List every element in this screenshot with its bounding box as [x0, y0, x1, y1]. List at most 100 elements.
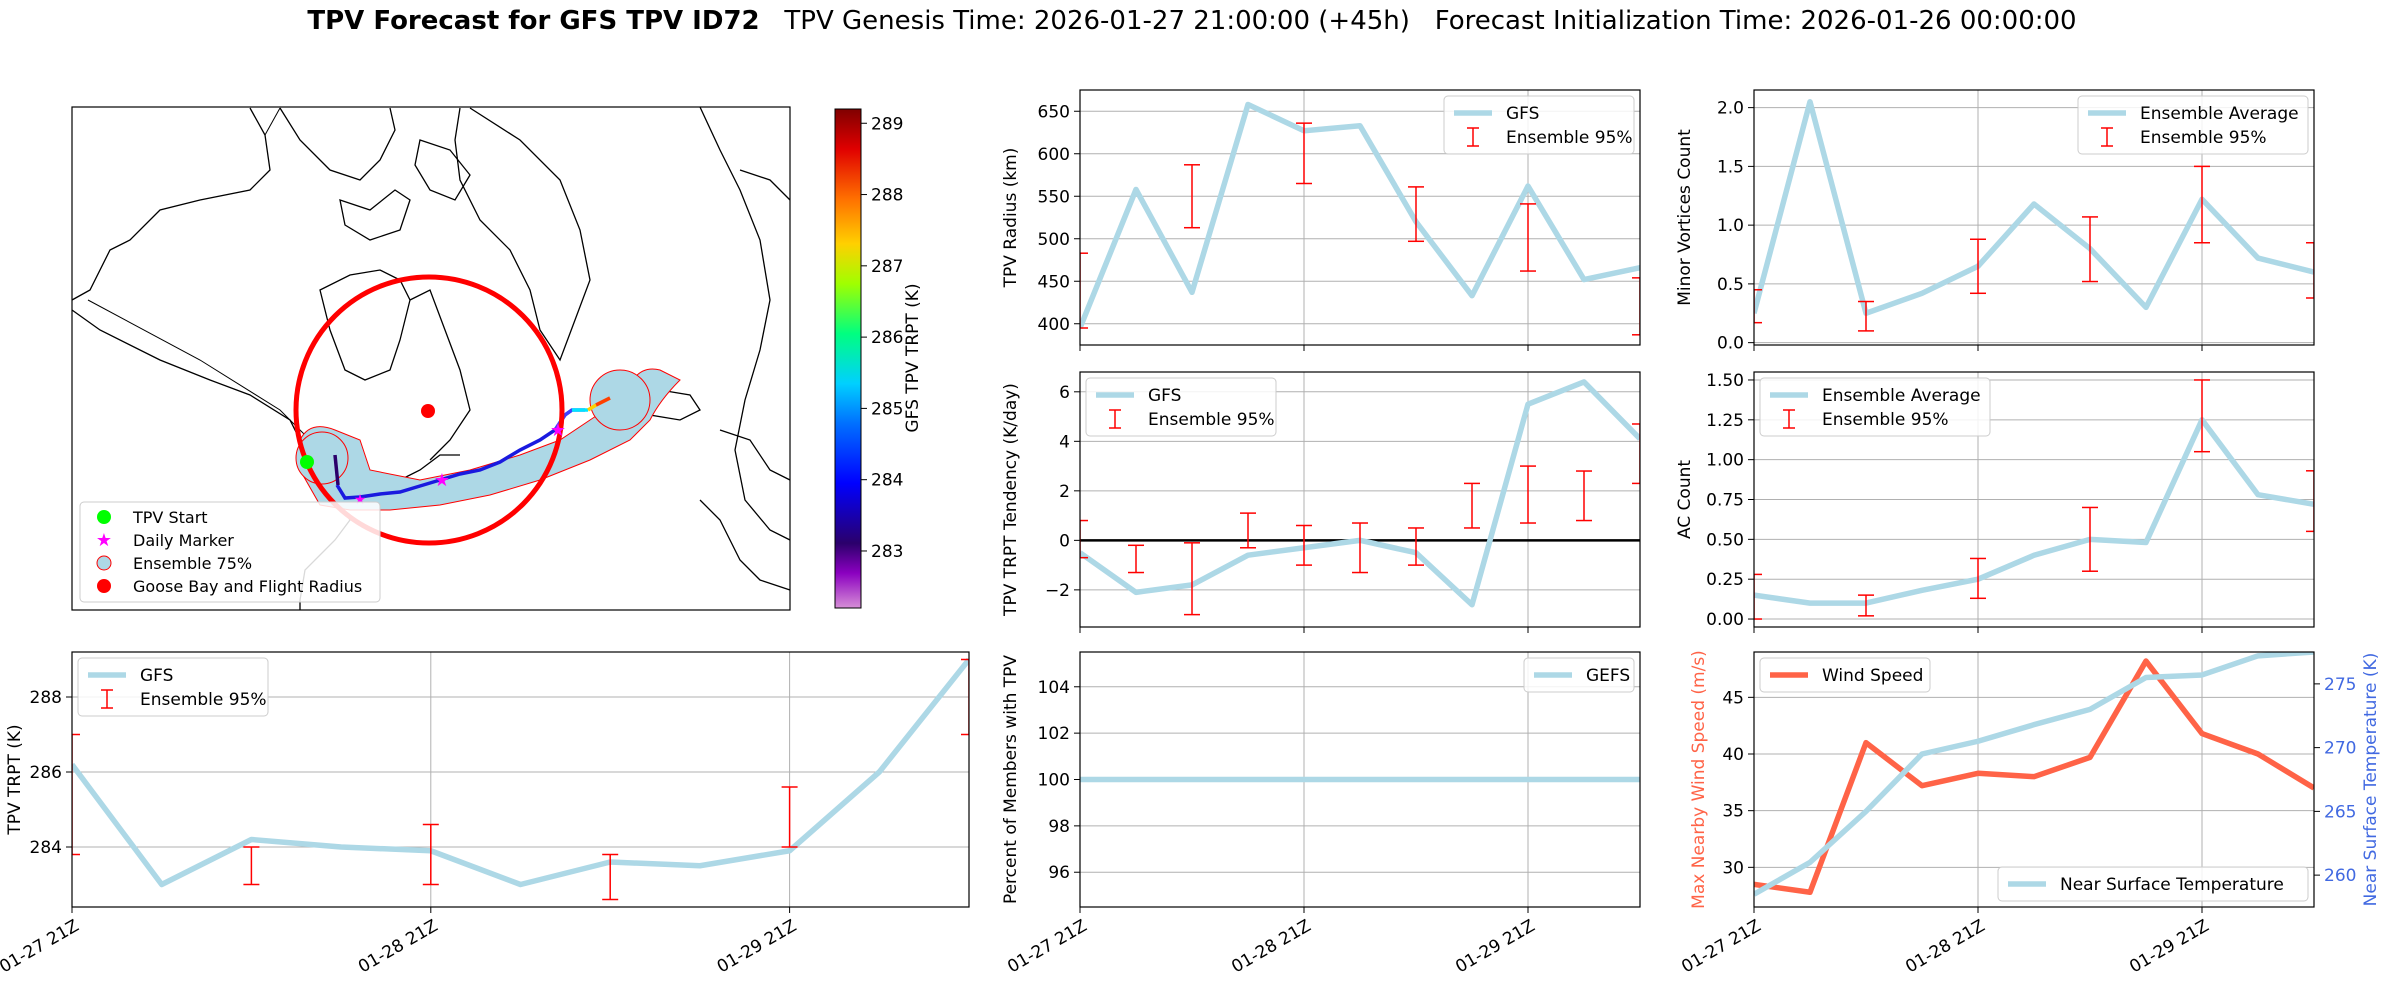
y-axis-label: TPV TRPT Tendency (K/day) [1001, 383, 1021, 617]
errorbar [2194, 379, 2210, 453]
map-legend-entry: Ensemble 75% [133, 554, 252, 573]
series-line-ensemble-average [1754, 99, 2314, 317]
errorbar [1858, 300, 1874, 332]
map-legend-entry: Goose Bay and Flight Radius [133, 577, 362, 596]
series-line-gfs [1080, 101, 1640, 330]
x-tick-label: 01-29 21Z [1452, 916, 1538, 977]
errorbar [2082, 216, 2098, 283]
colorbar-tick-label: 287 [871, 257, 903, 277]
y-tick-label: 500 [1038, 230, 1070, 250]
legend-entry: Ensemble Average [2140, 104, 2299, 124]
y-tick-label: 284 [30, 838, 62, 858]
y-right-tick-label: 260 [2324, 866, 2356, 886]
goose-bay-marker [421, 404, 435, 418]
y-tick-label: 650 [1038, 102, 1070, 122]
y-tick-label: 600 [1038, 145, 1070, 165]
legend-entry: Ensemble 95% [1506, 128, 1633, 148]
axes-frame [71, 651, 970, 908]
legend-entry: Near Surface Temperature [2060, 875, 2284, 895]
errorbar [1352, 522, 1368, 574]
x-tick-label: 01-27 21Z [1004, 916, 1090, 977]
legend-entry: GEFS [1586, 666, 1630, 686]
errorbar [72, 733, 80, 856]
errorbar [1128, 544, 1144, 574]
colorbar-tick-label: 289 [871, 114, 903, 134]
y-tick-label: 0.75 [1706, 491, 1744, 511]
legend-frame [1997, 866, 2309, 902]
y-axis-label: Minor Vortices Count [1675, 129, 1695, 306]
axes-frame [1079, 371, 1641, 628]
errorbar [961, 658, 969, 736]
errorbar [1184, 164, 1200, 229]
map-legend-entry: Daily Marker [133, 531, 234, 550]
errorbar [1970, 557, 1986, 600]
y-tick-label: 0 [1059, 531, 1070, 551]
tpv-start-marker [300, 455, 314, 469]
errorbar [2306, 470, 2314, 533]
legend-frame [1759, 377, 1991, 437]
y-tick-label: 286 [30, 763, 62, 783]
y-tick-label: 104 [1038, 678, 1070, 698]
errorbar [1296, 122, 1312, 185]
errorbar [243, 846, 260, 886]
errorbar [1080, 252, 1088, 329]
chart-panel-tendency: −2 0 2 4 6 TPV TRPT Tendency (K/day) GFS Ensemb… [1001, 371, 1641, 633]
legend-entry: Ensemble Average [1822, 386, 1981, 406]
x-tick-label: 01-28 21Z [355, 916, 441, 977]
legend-frame [2077, 95, 2309, 155]
y-axis-label: TPV Radius (km) [1001, 148, 1021, 289]
legend-entry: GFS [1506, 104, 1539, 124]
errorbar [602, 853, 619, 901]
x-tick-label: 01-27 21Z [1678, 916, 1764, 977]
y-tick-label: 35 [1722, 802, 1744, 822]
axes-frame [1753, 89, 2315, 346]
series-line-gfs [72, 657, 969, 888]
y-right-tick-label: 265 [2324, 802, 2356, 822]
errorbar [1520, 465, 1536, 524]
errorbar [1184, 542, 1200, 616]
legend: GFS Ensemble 95% [1443, 95, 1635, 155]
errorbar [2082, 506, 2098, 572]
errorbar [2194, 165, 2210, 244]
chart-panel-trpt: 284 286 288 01-27 21Z 01-28 21Z 01-29 21Z TPV … [0, 651, 970, 977]
y-tick-label: 45 [1722, 688, 1744, 708]
y-tick-label: 550 [1038, 187, 1070, 207]
legend-entry: Ensemble 95% [140, 690, 267, 710]
y-tick-label: 2 [1059, 482, 1070, 502]
y-tick-label: 4 [1059, 432, 1070, 452]
errorbar [1296, 524, 1312, 566]
legend: Ensemble Average Ensemble 95% [1759, 377, 1991, 437]
chart-panel-ac: 0.00 0.25 0.50 0.75 1.00 1.25 1.50 AC Count Ense… [1675, 371, 2315, 633]
axes-frame [1079, 89, 1641, 346]
y-tick-label: 400 [1038, 315, 1070, 335]
errorbar [1576, 470, 1592, 522]
errorbar [1858, 594, 1874, 617]
errorbar [1240, 512, 1256, 549]
errorbar [1080, 519, 1088, 559]
title-bold: TPV Forecast for GFS TPV ID72 [307, 6, 760, 36]
chart-panel-minor: 0.0 0.5 1.0 1.5 2.0 Minor Vortices Count Ensem… [1675, 89, 2315, 354]
legend: Near Surface Temperature [1997, 866, 2309, 902]
legend-entry: Wind Speed [1822, 666, 1923, 686]
y-tick-label: 100 [1038, 771, 1070, 791]
y-tick-label: 0.00 [1706, 610, 1744, 630]
x-tick-label: 01-29 21Z [2126, 916, 2212, 977]
axes-frame [1753, 371, 2315, 628]
errorbar [781, 786, 798, 848]
legend-frame [1759, 657, 1931, 693]
chart-panel-radius: 400 450 500 550 600 650 TPV Radius (km) GFS Ense… [1001, 89, 1641, 351]
y-tick-label: 96 [1048, 863, 1070, 883]
axes-frame [1079, 651, 1641, 908]
map-legend-entry: TPV Start [132, 508, 208, 527]
y-right-tick-label: 275 [2324, 675, 2356, 695]
y-axis-label: TPV TRPT (K) [5, 724, 25, 835]
colorbar-tick-label: 285 [871, 399, 903, 419]
daily-marker: ★ [434, 470, 450, 491]
series-line-near-surface-temperature [1754, 652, 2314, 897]
legend-entry: GFS [140, 666, 173, 686]
y-axis-label: AC Count [1675, 460, 1695, 539]
legend-entry: Ensemble 95% [1822, 410, 1949, 430]
legend: GFS Ensemble 95% [77, 657, 269, 717]
colorbar-tick-label: 284 [871, 471, 903, 491]
